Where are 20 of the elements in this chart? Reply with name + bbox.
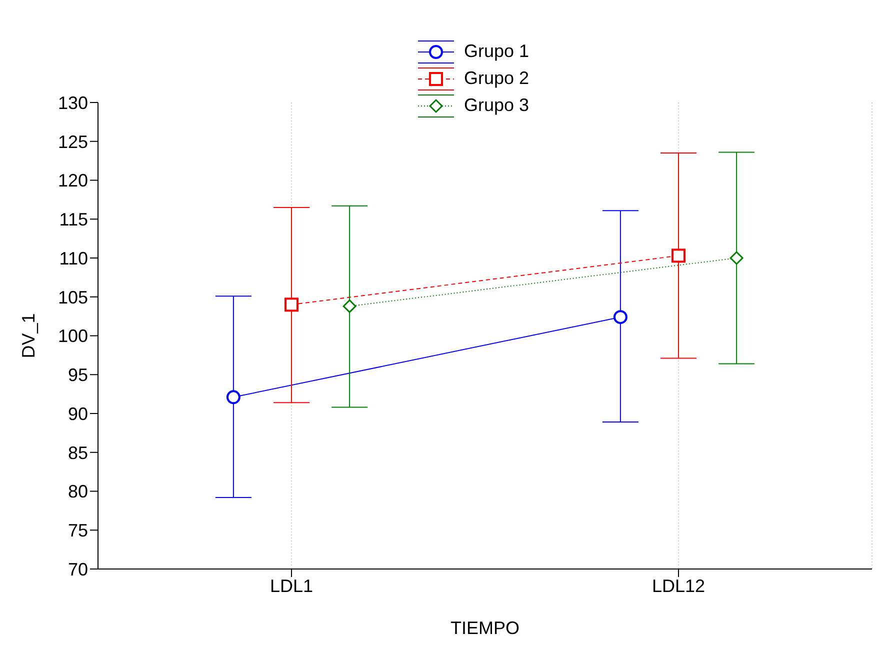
legend-label: Grupo 3: [464, 95, 530, 116]
y-tick-label: 90: [68, 404, 88, 424]
y-tick-label: 110: [59, 248, 88, 268]
y-tick-label: 125: [58, 132, 88, 152]
y-axis-title: DV_1: [18, 313, 38, 358]
y-tick-label: 85: [68, 442, 88, 463]
y-tick-label: 120: [58, 170, 88, 191]
y-tick-label: 75: [68, 520, 88, 541]
y-tick-label: 100: [58, 326, 88, 346]
y-tick-label: 95: [68, 365, 88, 386]
legend-label: Grupo 2: [464, 68, 530, 89]
y-tick-label: 115: [59, 210, 88, 230]
x-tick-label: LDL1: [270, 576, 314, 596]
x-axis-title: TIEMPO: [450, 618, 520, 638]
y-tick-label: 105: [58, 287, 88, 308]
y-tick-label: 130: [58, 92, 88, 113]
y-tick-label: 70: [68, 559, 88, 580]
x-tick-label: LDL12: [652, 576, 706, 596]
legend-label: Grupo 1: [464, 41, 530, 62]
y-tick-label: 80: [68, 482, 88, 502]
